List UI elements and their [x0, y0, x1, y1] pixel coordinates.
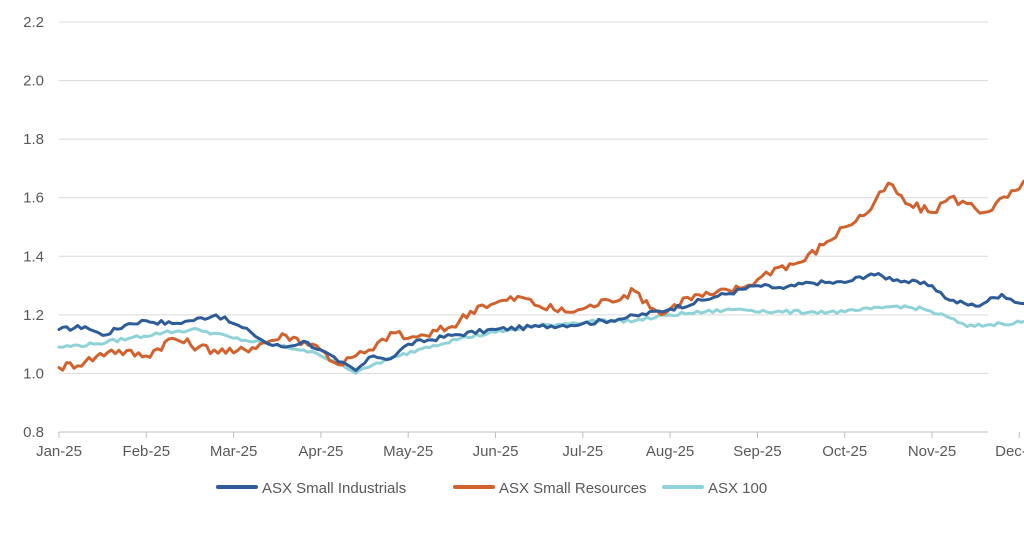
- y-tick-label: 2.0: [23, 73, 44, 90]
- x-tick-label: Nov-25: [908, 443, 956, 460]
- x-tick-label: Mar-25: [210, 443, 258, 460]
- x-tick-label: May-25: [383, 443, 433, 460]
- series-line-2: [57, 304, 1024, 375]
- x-tick-label: Apr-25: [298, 443, 343, 460]
- y-tick-label: 1.2: [23, 307, 44, 324]
- y-tick-label: 1.0: [23, 365, 44, 382]
- series-lines: [57, 179, 1024, 375]
- x-tick-label: Jul-25: [562, 443, 603, 460]
- legend-label: ASX 100: [708, 480, 767, 497]
- y-tick-label: 1.6: [23, 190, 44, 207]
- y-tick-label: 0.8: [23, 424, 44, 441]
- x-tick-label: Dec-25: [995, 443, 1024, 460]
- x-tick-label: Jan-25: [36, 443, 82, 460]
- x-tick-label: Feb-25: [123, 443, 171, 460]
- y-tick-label: 2.2: [23, 14, 44, 31]
- legend-label: ASX Small Industrials: [262, 480, 406, 497]
- x-axis-ticks: Jan-25 Feb-25 Mar-25 Apr-25 May-25 Jun-25 Jul-…: [36, 432, 1024, 460]
- y-tick-label: 1.8: [23, 131, 44, 148]
- legend: ASX Small Industrials ASX Small Resources…: [216, 480, 767, 497]
- y-tick-label: 1.4: [23, 248, 44, 265]
- y-axis-ticks: 0.8 1.0 1.2 1.4 1.6 1.8 2.0 2.2: [23, 14, 44, 441]
- x-tick-label: Jun-25: [473, 443, 519, 460]
- x-tick-label: Sep-25: [733, 443, 781, 460]
- legend-label: ASX Small Resources: [499, 480, 647, 497]
- series-line-0: [57, 272, 1024, 372]
- series-line-1: [57, 179, 1024, 372]
- x-tick-label: Oct-25: [822, 443, 867, 460]
- x-tick-label: Aug-25: [646, 443, 694, 460]
